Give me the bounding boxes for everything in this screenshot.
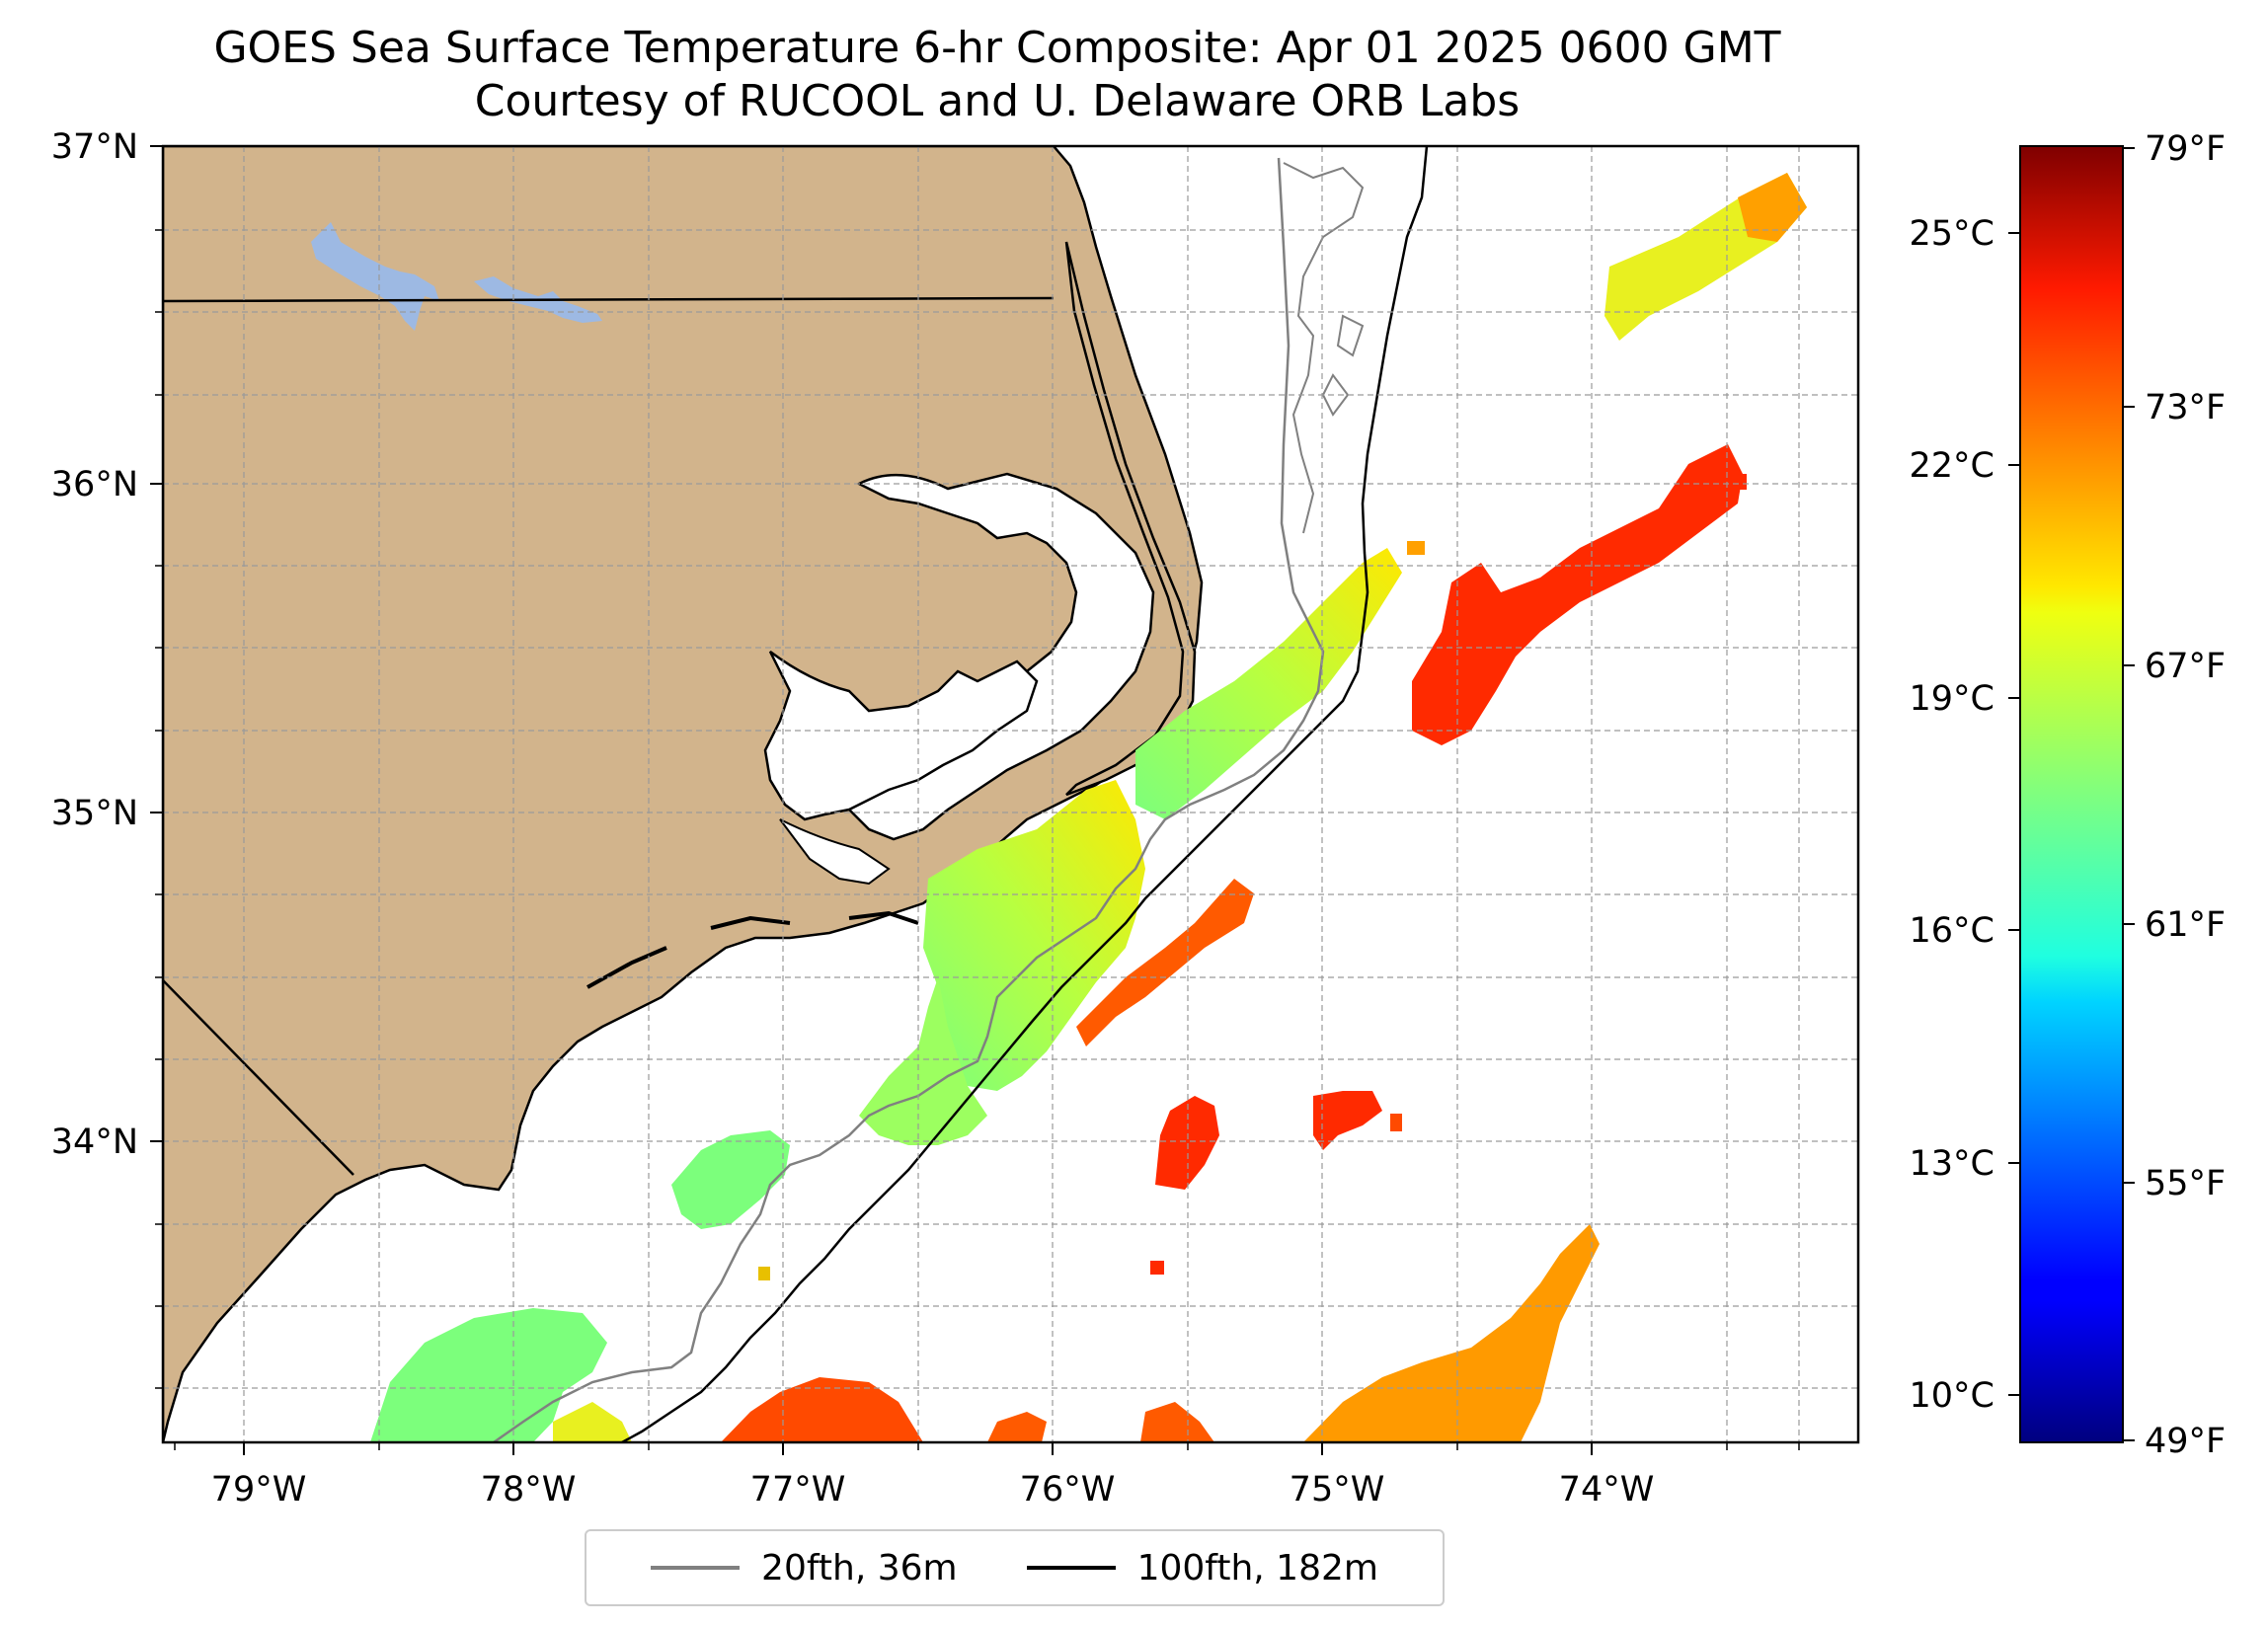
- sst-speck-5: [1733, 474, 1747, 490]
- colorbar-f-73: 73°F: [2145, 388, 2226, 427]
- sst-region-red-spot: [1155, 1096, 1219, 1190]
- albemarle-sound: [797, 472, 1155, 841]
- legend-item-100fth: 100fth, 182m: [1026, 1547, 1378, 1588]
- sst-speck-3: [1150, 1261, 1164, 1275]
- sst-region-cape-hatteras: [923, 780, 1145, 1091]
- sst-region-red-band: [1313, 1091, 1382, 1150]
- sst-region-onslow-bay: [671, 1130, 790, 1229]
- isobath-20fth: [493, 157, 1325, 1442]
- colorbar-c-19: 19°C: [1910, 679, 1994, 719]
- lon-axis: 79°W 78°W 77°W 76°W 75°W 74°W: [174, 1442, 1800, 1510]
- nc-sc-border: [163, 979, 354, 1176]
- sst-speck-4: [758, 1267, 770, 1280]
- sst-region-gulfstream-ne-hot: [1738, 173, 1807, 242]
- colorbar-f-67: 67°F: [2145, 647, 2226, 686]
- lon-label-75: 75°W: [1290, 1470, 1385, 1510]
- sst-region-south-red: [721, 1377, 923, 1442]
- coastal-spits: [587, 910, 919, 989]
- sst-region-gulfstream-red: [1412, 444, 1743, 745]
- kerr-lake: [311, 222, 602, 331]
- lat-axis: 37°N 36°N 35°N 34°N: [51, 127, 163, 1389]
- va-nc-border: [163, 296, 1055, 303]
- sst-region-long-bay-yellow: [553, 1402, 632, 1442]
- colorbar-f-79: 79°F: [2145, 129, 2226, 169]
- colorbar-f-61: 61°F: [2145, 905, 2226, 945]
- map-title: GOES Sea Surface Temperature 6-hr Compos…: [0, 22, 1994, 128]
- colorbar-c-13: 13°C: [1910, 1144, 1994, 1184]
- legend-label-100fth: 100fth, 182m: [1136, 1547, 1378, 1588]
- pamlico-sound: [763, 650, 1039, 821]
- lon-label-74: 74°W: [1559, 1470, 1655, 1510]
- colorbar-c-22: 22°C: [1910, 446, 1994, 486]
- sst-region-shelf-green: [1135, 548, 1402, 819]
- sst-speck-2: [1390, 1114, 1402, 1131]
- lon-label-79: 79°W: [211, 1470, 307, 1510]
- map-frame: [161, 144, 1860, 1444]
- sst-region-small-red: [987, 1402, 1214, 1442]
- lon-label-77: 77°W: [750, 1470, 846, 1510]
- map-area: [163, 146, 1858, 1442]
- lat-label-35: 35°N: [51, 794, 138, 833]
- isobath-legend: 20fth, 36m 100fth, 182m: [585, 1529, 1445, 1606]
- colorbar: 25°C 22°C 19°C 16°C 13°C 10°C 79°F 73°F …: [1910, 129, 2227, 1461]
- colorbar-c-16: 16°C: [1910, 911, 1994, 951]
- gridlines: [163, 146, 1858, 1442]
- lat-label-37: 37°N: [51, 127, 138, 167]
- legend-item-20fth: 20fth, 36m: [651, 1548, 958, 1588]
- title-line-1: GOES Sea Surface Temperature 6-hr Compos…: [213, 23, 1781, 73]
- isobath-100fth: [621, 146, 1429, 1442]
- lat-label-36: 36°N: [51, 465, 138, 504]
- lon-label-76: 76°W: [1020, 1470, 1116, 1510]
- sst-region-cape-lookout: [859, 977, 987, 1145]
- legend-swatch-20fth: [651, 1566, 741, 1570]
- outer-banks: [1064, 241, 1197, 797]
- sst-region-long-bay: [370, 1308, 607, 1442]
- neuse-river: [779, 818, 891, 886]
- colorbar-gradient: [2019, 145, 2124, 1443]
- legend-label-20fth: 20fth, 36m: [761, 1547, 958, 1588]
- colorbar-c-10: 10°C: [1910, 1376, 1994, 1416]
- colorbar-f-49: 49°F: [2145, 1422, 2226, 1461]
- north-carolina-land: [163, 146, 1204, 1442]
- lat-label-34: 34°N: [51, 1123, 138, 1162]
- sst-overlay: [370, 173, 1807, 1442]
- colorbar-c-25: 25°C: [1910, 214, 1994, 254]
- colorbar-f-55: 55°F: [2145, 1164, 2226, 1203]
- sst-region-orange-1: [1076, 879, 1254, 1046]
- legend-swatch-100fth: [1026, 1566, 1116, 1570]
- sst-speck-1: [1407, 541, 1425, 555]
- title-line-2: Courtesy of RUCOOL and U. Delaware ORB L…: [474, 76, 1521, 126]
- lon-label-78: 78°W: [481, 1470, 577, 1510]
